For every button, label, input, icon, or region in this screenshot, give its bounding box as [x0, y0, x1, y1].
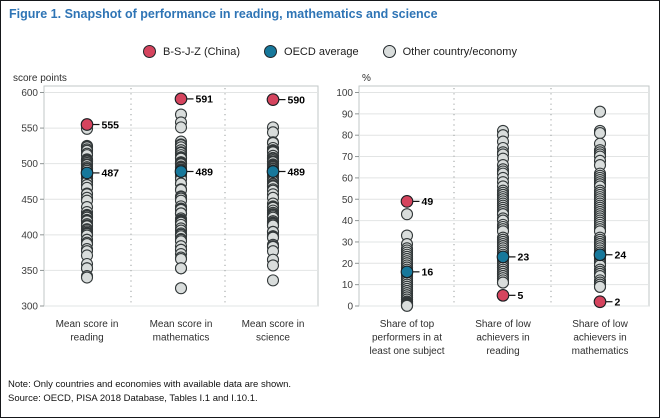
china-dot: [80, 118, 94, 131]
value-label: 23: [518, 252, 530, 264]
y-axis-title: score points: [13, 73, 67, 84]
value-label: 590: [288, 94, 306, 106]
y-tick-label: 100: [336, 88, 353, 99]
legend-item: Other country/economy: [382, 45, 517, 58]
country-dot: [593, 105, 607, 118]
column-label: Mean score in reading: [56, 319, 119, 344]
country-dot: [174, 262, 188, 275]
column-label: Share of low achievers in mathematics: [572, 319, 629, 357]
country-dot: [400, 299, 414, 312]
china-dot: [496, 288, 510, 302]
y-tick-label: 500: [21, 159, 38, 170]
y-tick-label: 70: [342, 152, 354, 163]
country-dot: [266, 274, 280, 287]
column-label: Share of low achievers in reading: [475, 319, 531, 357]
legend-label: Other country/economy: [402, 45, 517, 58]
country-dot: [593, 280, 607, 293]
panel-mean-scores: 300 350 400 450 500 550 600 score points 487 555 M…: [13, 73, 319, 344]
note-line: Note: Only countries and economies with …: [8, 379, 292, 390]
y-tick-label: 450: [21, 195, 38, 206]
y-tick-label: 10: [342, 280, 354, 291]
y-tick-label: 550: [21, 124, 38, 135]
panel-shares-percent: 0 10 20 30 40 50 60 70 80 90 100% 16 49 Share of top p…: [336, 73, 650, 357]
china-dot: [593, 295, 607, 309]
value-label: 489: [196, 166, 214, 178]
footnotes: Note: Only countries and economies with …: [8, 378, 291, 406]
y-tick-label: 50: [342, 195, 354, 206]
country-dot: [593, 127, 607, 140]
china-dot: [266, 93, 280, 106]
chart-canvas: 300 350 400 450 500 550 600 score points 487 555 M…: [1, 67, 659, 369]
source-line: Source: OECD, PISA 2018 Database, Tables…: [8, 393, 258, 404]
y-tick-label: 0: [347, 302, 353, 313]
china-dot: [400, 195, 414, 208]
value-label: 2: [615, 297, 621, 309]
value-label: 5: [518, 290, 524, 302]
y-tick-label: 80: [342, 131, 354, 142]
legend-marker-icon: [143, 45, 157, 58]
y-tick-label: 90: [342, 109, 354, 120]
legend-label: B-S-J-Z (China): [163, 45, 241, 58]
oecd-dot: [496, 250, 510, 264]
column-label: Share of top performers in at least one su…: [369, 319, 444, 357]
y-axis-title: %: [362, 73, 371, 84]
figure-title: Figure 1. Snapshot of performance in rea…: [9, 7, 438, 21]
y-tick-label: 350: [21, 266, 38, 277]
legend-marker-icon: [264, 45, 278, 58]
column-label: Mean score in mathematics: [150, 319, 213, 344]
oecd-dot: [400, 265, 414, 279]
country-dot: [266, 126, 280, 139]
legend: B-S-J-Z (China) OECD average Other country…: [1, 45, 659, 58]
y-tick-label: 40: [342, 216, 354, 227]
oecd-dot: [266, 165, 280, 178]
value-label: 489: [288, 166, 306, 178]
value-label: 24: [615, 250, 627, 262]
country-dot: [400, 208, 414, 221]
oecd-dot: [80, 166, 94, 180]
y-tick-label: 30: [342, 237, 354, 248]
y-tick-label: 20: [342, 259, 354, 270]
legend-label: OECD average: [284, 45, 359, 58]
country-dot: [174, 282, 188, 295]
oecd-dot: [174, 165, 188, 178]
value-label: 487: [102, 168, 120, 180]
legend-marker-icon: [382, 45, 396, 58]
column-label: Mean score in science: [242, 319, 305, 344]
china-dot: [174, 92, 188, 106]
y-tick-label: 600: [21, 88, 38, 99]
legend-item: B-S-J-Z (China): [143, 45, 240, 58]
legend-item: OECD average: [264, 45, 359, 58]
oecd-dot: [593, 248, 607, 262]
value-label: 555: [102, 119, 120, 131]
value-label: 16: [422, 267, 434, 279]
country-dot: [174, 121, 188, 134]
value-label: 591: [196, 94, 214, 106]
y-tick-label: 60: [342, 173, 354, 184]
country-dot: [80, 271, 94, 284]
country-dot: [496, 276, 510, 289]
country-dot: [266, 259, 280, 272]
y-tick-label: 400: [21, 230, 38, 241]
value-label: 49: [422, 196, 434, 208]
y-tick-label: 300: [21, 302, 38, 313]
